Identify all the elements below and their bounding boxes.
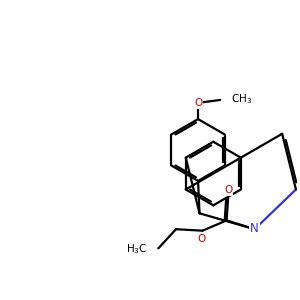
Text: N: N <box>250 222 259 235</box>
Text: O: O <box>198 234 206 244</box>
Text: O: O <box>194 98 202 108</box>
Text: CH$_3$: CH$_3$ <box>231 92 253 106</box>
Text: O: O <box>224 185 232 195</box>
Text: H$_3$C: H$_3$C <box>126 242 148 256</box>
